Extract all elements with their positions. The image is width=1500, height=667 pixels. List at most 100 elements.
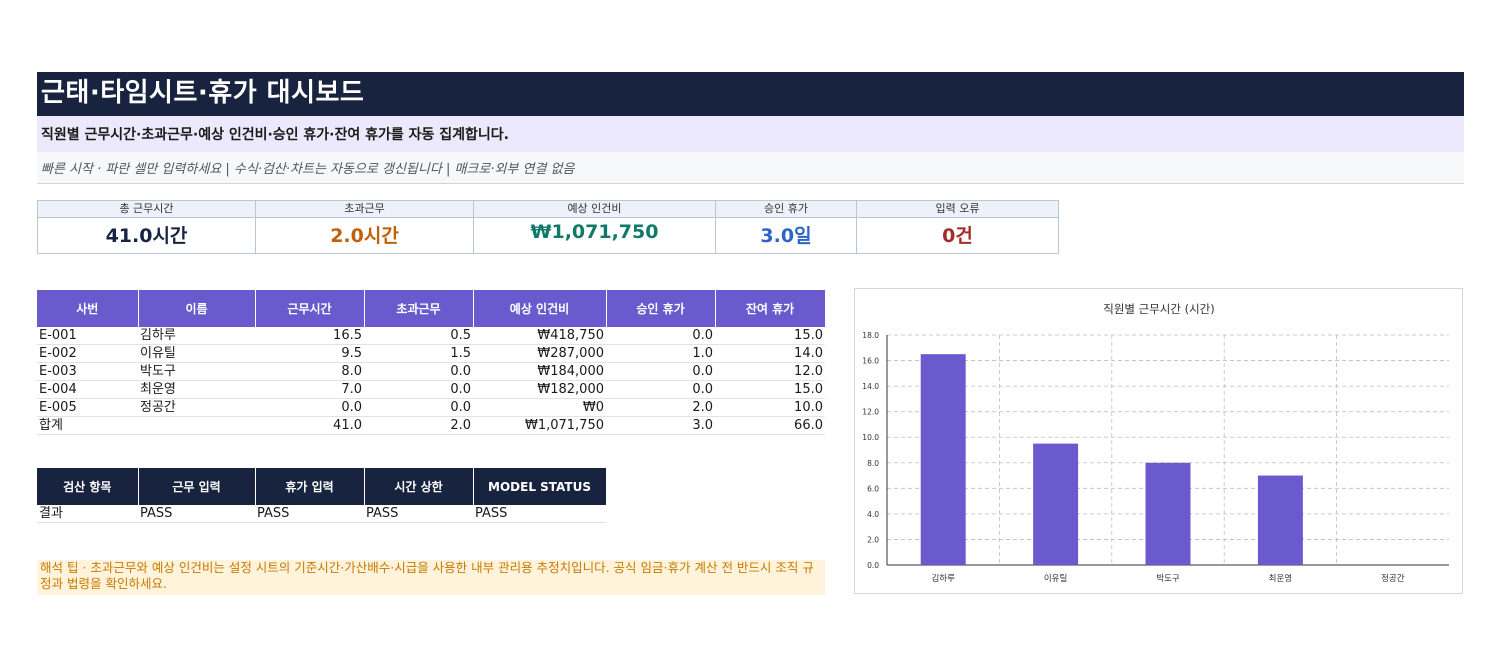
employee-table: 사번 이름 근무시간 초과근무 예상 인건비 승인 휴가 잔여 휴가 E-001… <box>37 290 826 435</box>
table-cell[interactable]: 0.0 <box>606 327 715 345</box>
quickstart-text: 빠른 시작 · 파란 셀만 입력하세요 | 수식·검산·차트는 자동으로 갱신됩… <box>41 162 575 177</box>
table-cell[interactable]: ₩0 <box>473 398 606 417</box>
table-row: E-002 이유틸 9.5 1.5 ₩287,000 1.0 14.0 <box>37 344 825 363</box>
table-cell[interactable]: ₩287,000 <box>473 344 606 363</box>
table-cell[interactable]: 정공간 <box>138 398 255 417</box>
table-cell[interactable]: 0.0 <box>364 398 473 417</box>
note-text: 해석 팁 · 초과근무와 예상 인건비는 설정 시트의 기준시간·가산배수·시급… <box>40 560 814 591</box>
table-row: E-001 김하루 16.5 0.5 ₩418,750 0.0 15.0 <box>37 327 825 345</box>
table-cell[interactable]: PASS <box>138 505 255 523</box>
column-header[interactable]: 잔여 휴가 <box>715 290 826 327</box>
kpi-labor-cost[interactable]: 예상 인건비 ₩1,071,750 <box>473 200 716 254</box>
bar[interactable] <box>1145 462 1191 565</box>
column-header[interactable]: MODEL STATUS <box>473 468 607 505</box>
table-cell[interactable]: 박도구 <box>138 362 255 381</box>
y-tick-label: 16.0 <box>862 357 879 366</box>
column-header[interactable]: 승인 휴가 <box>606 290 716 327</box>
table-cell[interactable]: 0.0 <box>606 380 715 399</box>
y-tick-label: 10.0 <box>862 433 879 442</box>
table-cell[interactable]: 10.0 <box>715 398 825 417</box>
column-header[interactable]: 예상 인건비 <box>473 290 607 327</box>
column-header[interactable]: 시간 상한 <box>364 468 474 505</box>
table-cell[interactable]: ₩1,071,750 <box>473 416 606 435</box>
table-cell[interactable]: ₩184,000 <box>473 362 606 381</box>
kpi-value: 3.0일 <box>760 225 812 247</box>
table-cell[interactable]: E-001 <box>37 327 138 345</box>
kpi-approved-leave[interactable]: 승인 휴가 3.0일 <box>715 200 857 254</box>
table-cell[interactable]: 15.0 <box>715 380 825 399</box>
table-cell[interactable]: PASS <box>473 505 606 523</box>
table-cell[interactable]: 16.5 <box>255 327 364 345</box>
subtitle-bar: 직원별 근무시간·초과근무·예상 인건비·승인 휴가·잔여 휴가를 자동 집계합… <box>37 116 1464 152</box>
bar[interactable] <box>920 354 966 565</box>
total-row: 합계 41.0 2.0 ₩1,071,750 3.0 66.0 <box>37 416 825 435</box>
page-title: 근태·타임시트·휴가 대시보드 <box>41 78 365 108</box>
bar[interactable] <box>1033 443 1079 565</box>
table-cell[interactable]: E-003 <box>37 362 138 381</box>
table-cell[interactable]: 12.0 <box>715 362 825 381</box>
table-cell[interactable]: 0.5 <box>364 327 473 345</box>
table-row: 결과 PASS PASS PASS PASS <box>37 505 606 523</box>
column-header[interactable]: 근무 입력 <box>138 468 256 505</box>
y-tick-label: 4.0 <box>867 510 879 519</box>
table-cell[interactable]: 15.0 <box>715 327 825 345</box>
table-cell[interactable]: 0.0 <box>364 362 473 381</box>
table-cell[interactable]: E-005 <box>37 398 138 417</box>
table-cell[interactable]: 이유틸 <box>138 344 255 363</box>
table-cell[interactable]: 8.0 <box>255 362 364 381</box>
table-cell[interactable]: 0.0 <box>364 380 473 399</box>
x-tick-label: 최운영 <box>1269 573 1292 584</box>
table-cell[interactable]: 2.0 <box>606 398 715 417</box>
table-cell[interactable]: ₩182,000 <box>473 380 606 399</box>
interpretation-note: 해석 팁 · 초과근무와 예상 인건비는 설정 시트의 기준시간·가산배수·시급… <box>37 560 825 595</box>
table-cell[interactable]: 0.0 <box>606 362 715 381</box>
kpi-total-hours[interactable]: 총 근무시간 41.0시간 <box>37 200 256 254</box>
column-header[interactable]: 사번 <box>37 290 139 327</box>
page-subtitle: 직원별 근무시간·초과근무·예상 인건비·승인 휴가·잔여 휴가를 자동 집계합… <box>41 127 509 143</box>
kpi-overtime[interactable]: 초과근무 2.0시간 <box>255 200 474 254</box>
x-tick-label: 김하루 <box>931 573 955 584</box>
table-cell[interactable]: 최운영 <box>138 380 255 399</box>
hours-chart: 직원별 근무시간 (시간) 0.0 2.0 4.0 6.0 8.0 10.0 12.0 14.… <box>854 288 1463 594</box>
kpi-input-errors[interactable]: 입력 오류 0건 <box>856 200 1059 254</box>
table-cell[interactable]: 3.0 <box>606 416 715 435</box>
table-row: E-005 정공간 0.0 0.0 ₩0 2.0 10.0 <box>37 398 825 417</box>
table-cell[interactable]: 2.0 <box>364 416 473 435</box>
column-header[interactable]: 검산 항목 <box>37 468 139 505</box>
table-cell[interactable]: E-004 <box>37 380 138 399</box>
table-cell[interactable]: 41.0 <box>255 416 364 435</box>
table-cell[interactable]: 1.0 <box>606 344 715 363</box>
y-tick-label: 6.0 <box>867 484 879 493</box>
bar[interactable] <box>1257 475 1303 565</box>
table-cell[interactable]: 7.0 <box>255 380 364 399</box>
column-header[interactable]: 초과근무 <box>364 290 474 327</box>
table-cell[interactable]: 9.5 <box>255 344 364 363</box>
table-cell[interactable]: 결과 <box>37 505 138 523</box>
y-tick-label: 8.0 <box>867 459 879 468</box>
table-cell[interactable]: 0.0 <box>255 398 364 417</box>
column-header[interactable]: 휴가 입력 <box>255 468 365 505</box>
kpi-value: 0건 <box>942 225 973 247</box>
table-cell[interactable]: 합계 <box>37 416 138 435</box>
y-tick-label: 0.0 <box>867 561 879 570</box>
column-header[interactable]: 근무시간 <box>255 290 365 327</box>
kpi-label: 승인 휴가 <box>716 201 856 218</box>
table-cell[interactable]: E-002 <box>37 344 138 363</box>
kpi-label: 총 근무시간 <box>38 201 255 218</box>
table-cell[interactable]: PASS <box>255 505 364 523</box>
table-header-row: 사번 이름 근무시간 초과근무 예상 인건비 승인 휴가 잔여 휴가 <box>37 290 826 327</box>
kpi-label: 초과근무 <box>256 201 473 218</box>
kpi-value: 41.0시간 <box>105 225 188 247</box>
x-tick-label: 이유틸 <box>1044 573 1067 584</box>
table-cell[interactable]: ₩418,750 <box>473 327 606 345</box>
y-tick-label: 2.0 <box>867 535 879 544</box>
table-cell[interactable]: 66.0 <box>715 416 825 435</box>
kpi-value: 2.0시간 <box>330 225 399 247</box>
table-cell[interactable]: 1.5 <box>364 344 473 363</box>
table-cell[interactable]: 14.0 <box>715 344 825 363</box>
table-cell[interactable]: 김하루 <box>138 327 255 345</box>
chart-title: 직원별 근무시간 (시간) <box>1103 302 1215 316</box>
table-cell[interactable] <box>138 416 255 435</box>
table-cell[interactable]: PASS <box>364 505 473 523</box>
column-header[interactable]: 이름 <box>138 290 256 327</box>
